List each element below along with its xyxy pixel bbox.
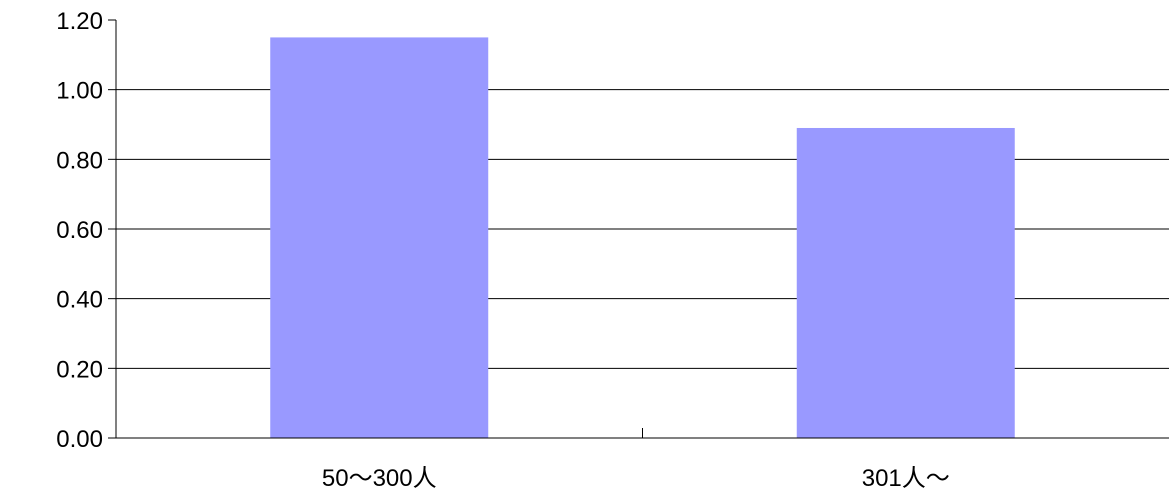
- bar: [796, 127, 1015, 438]
- x-tick-labels: 50～300人 301人～: [322, 465, 950, 492]
- y-tick-label: 0.20: [56, 356, 103, 383]
- x-tick-label: 50～300人: [322, 465, 437, 492]
- y-tick-label: 0.80: [56, 147, 103, 174]
- bar: [270, 37, 489, 439]
- y-tick-label: 1.00: [56, 78, 103, 105]
- y-tick-label: 0.40: [56, 287, 103, 314]
- y-tick-label: 0.60: [56, 217, 103, 244]
- axes: [108, 19, 1169, 439]
- y-tick-label: 1.20: [56, 8, 103, 35]
- y-tick-label: 0.00: [56, 426, 103, 453]
- bars: [270, 37, 1015, 439]
- y-tick-labels: 0.00 0.20 0.40 0.60 0.80 1.00 1.20: [56, 8, 103, 453]
- x-tick-label: 301人～: [862, 465, 950, 492]
